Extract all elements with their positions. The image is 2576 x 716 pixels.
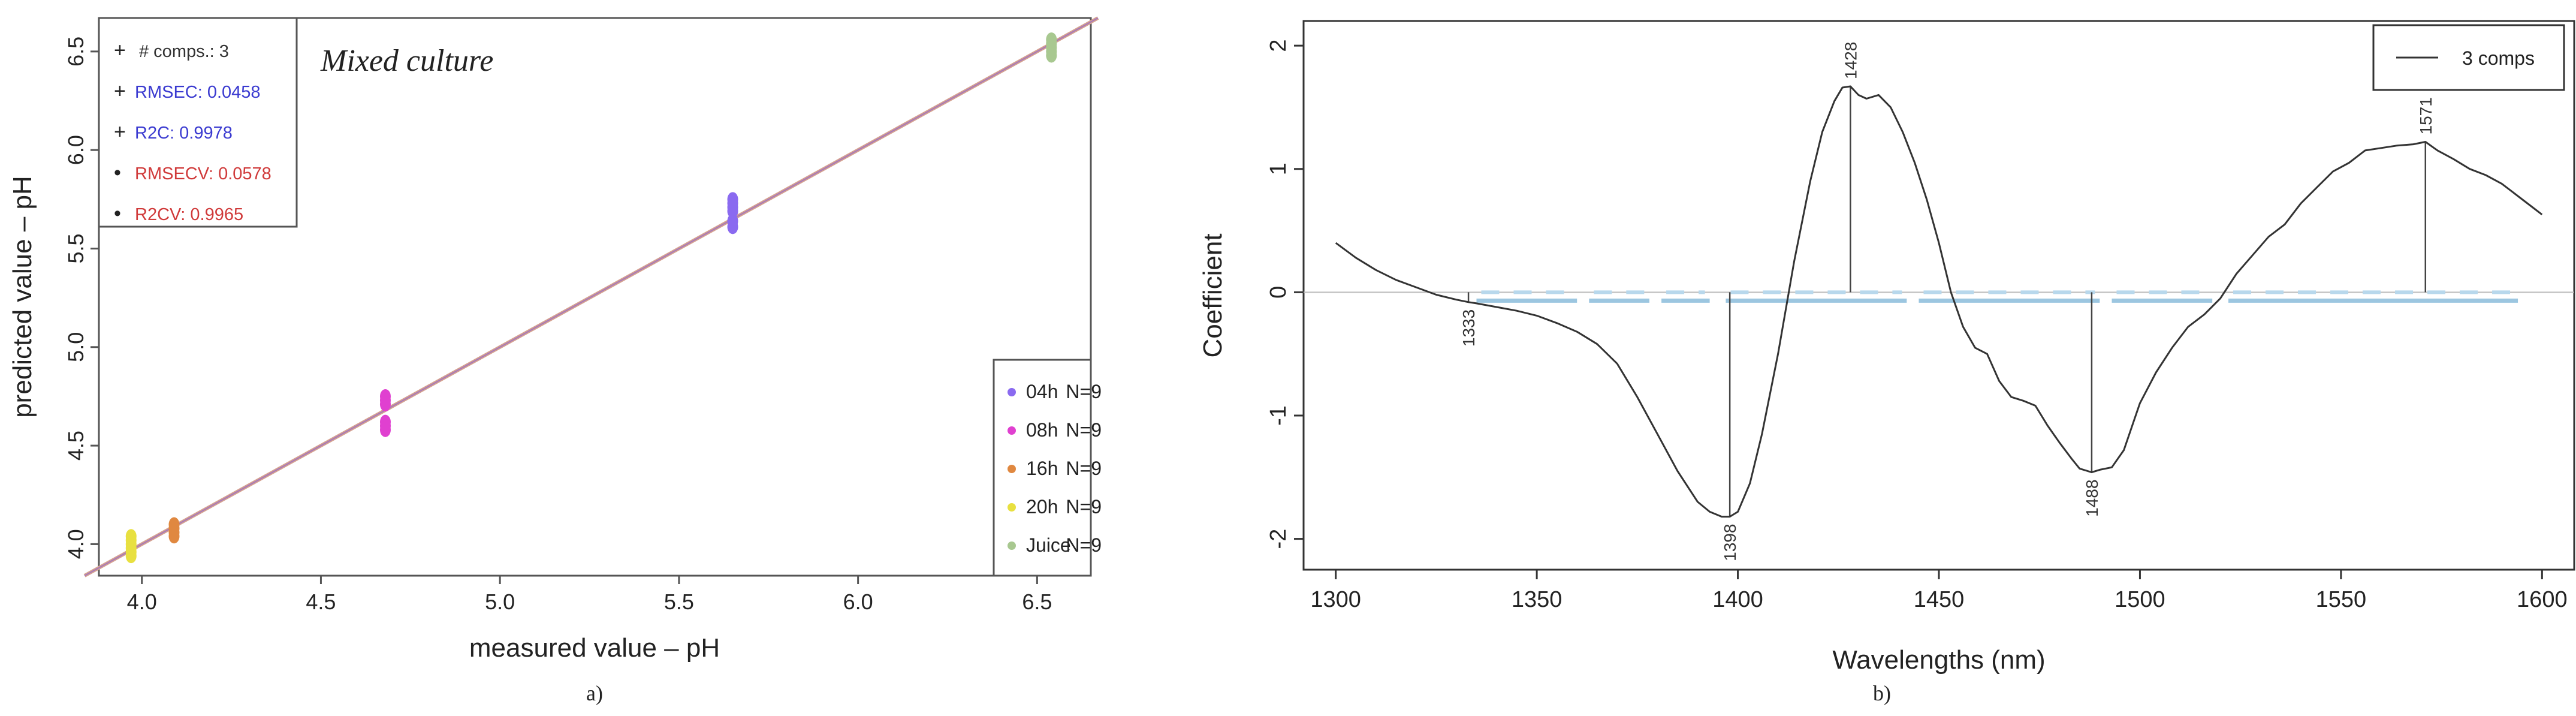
stats-box-text: # comps.: 3 [139,42,229,61]
panel-a-legend-swatch-juice [1008,541,1016,550]
panel-a-xlabel: measured value – pH [469,633,720,663]
panel-a-ytick-label: 4.5 [64,431,88,461]
panel-a-ytick-label: 6.5 [64,37,88,67]
panel-b-legend: 3 comps [2372,24,2565,91]
stats-box-rows: + # comps.: 3 + RMSEC: 0.0458 + R2C: 0.9978 • R… [114,39,272,225]
panel-a-xtick-label: 5.0 [485,589,515,614]
panel-a-legend-n: N=9 [1066,419,1102,441]
stats-box-marker: • [114,161,121,184]
panel-b-legend-label: 3 comps [2462,47,2535,69]
panel-a-point-16h [168,529,180,544]
stats-box-marker: • [114,202,121,225]
panel-a-legend-name: 16h [1026,458,1058,479]
panel-a-point-juice [1046,48,1057,63]
panel-b-xtick-label: 1350 [1512,587,1563,612]
stats-box-frame [98,17,298,228]
panel-a-xtick-label: 4.5 [306,589,336,614]
panel-a-legend-name: 08h [1026,419,1058,441]
panel-b-ytick-label: 0 [1266,286,1291,299]
panel-b-peak-label: 1571 [2417,97,2435,134]
panel-a-ytick-label: 5.0 [64,332,88,362]
panel-a-fit-line-cal [84,17,1099,576]
panel-b-xtick-label: 1450 [1914,587,1965,612]
panel-a-annotation: Mixed culture [320,44,493,78]
panel-a-legend-n: N=9 [1066,381,1102,402]
panel-b-plot-frame [1302,20,2575,571]
panel-a-xtick-label: 6.0 [843,589,873,614]
panel-b-curve [1335,85,2543,518]
stats-box-text: RMSEC: 0.0458 [135,83,261,102]
panel-a-fit-line [83,16,1099,577]
stats-box-text: R2C: 0.9978 [135,124,233,143]
panel-b-line: 1300 1350 1400 1450 1500 1550 1600 -2 -1 0 1 2 1333… [1198,20,2575,705]
panel-b-xtick-label: 1600 [2517,587,2568,612]
stats-box: + # comps.: 3 + RMSEC: 0.0458 + R2C: 0.9978 • R… [98,17,298,228]
panel-a-legend-n: N=9 [1066,458,1102,479]
panel-a-point-08h [379,397,391,412]
panel-a-point-08h [379,422,391,437]
panel-b-coefficient-curve [1335,85,2543,518]
panel-b-peak-label: 1428 [1841,42,1860,79]
panel-a-legend-swatch-16h [1008,465,1016,473]
panel-a-xtick-label: 5.5 [664,589,694,614]
panel-a-points [125,32,1057,564]
panel-a-label: a) [586,681,603,705]
panel-a-legend-swatch-20h [1008,503,1016,512]
panel-a-legend-swatch-04h [1008,388,1016,396]
panel-b-ylabel: Coefficient [1198,233,1227,357]
panel-a-legend-name: 20h [1026,496,1058,518]
panel-a-ytick-label: 4.0 [64,529,88,559]
panel-a-xtick-label: 6.5 [1022,589,1052,614]
panel-a-ytick-label: 6.0 [64,135,88,165]
stats-box-marker: + [114,80,126,103]
stats-box-marker: + [114,39,126,62]
panel-b-ytick-label: -1 [1266,405,1291,426]
panel-a-ytick-label: 5.5 [64,233,88,263]
panel-a-axis-ticks: 4.0 4.5 5.0 5.5 6.0 6.5 4.0 4.5 5.0 5.5 6.0 6.5 [64,37,1052,614]
panel-b-axis-ticks: 1300 1350 1400 1450 1500 1550 1600 -2 -1 0 1 2 [1266,40,2568,612]
panel-b-peak-label: 1333 [1459,309,1478,347]
panel-b-peak-label: 1488 [2083,480,2101,517]
stats-box-marker: + [114,121,126,143]
panel-b-xtick-label: 1500 [2115,587,2165,612]
panel-b-band-segments [1476,290,2518,303]
panel-b-xtick-label: 1300 [1310,587,1361,612]
panel-a-point-20h [125,549,137,564]
panel-b-xtick-label: 1550 [2316,587,2367,612]
panel-a-legend-n: N=9 [1066,496,1102,518]
panel-a-point-04h [727,204,738,219]
panel-b-label: b) [1873,681,1891,705]
panel-b-xtick-label: 1400 [1712,587,1763,612]
panel-b-ytick-label: -2 [1266,529,1291,549]
panel-b-peak-labels: 1333 1398 1428 1488 1571 [1459,42,2435,561]
panel-a-xtick-label: 4.0 [127,589,157,614]
panel-a-legend-name: Juice [1026,534,1071,556]
panel-b-ytick-label: 2 [1266,40,1291,52]
panel-b-xlabel: Wavelengths (nm) [1832,645,2045,675]
panel-b-ytick-label: 1 [1266,163,1291,175]
stats-box-text: RMSECV: 0.0578 [135,164,272,183]
stats-box-text: R2CV: 0.9965 [135,205,243,224]
panel-a-legend-n: N=9 [1066,534,1102,556]
panel-b-peak-label: 1398 [1721,524,1739,561]
panel-a-ylabel: predicted value – pH [8,176,37,418]
panel-a-scatter: 4.0 4.5 5.0 5.5 6.0 6.5 4.0 4.5 5.0 5.5 6.0 6.5 Mix… [8,16,1102,705]
panel-a-point-04h [727,219,738,234]
panel-b-peak-drop-lines [1467,86,2427,517]
panel-a-legend-name: 04h [1026,381,1058,402]
panel-a-legend-swatch-08h [1008,426,1016,435]
